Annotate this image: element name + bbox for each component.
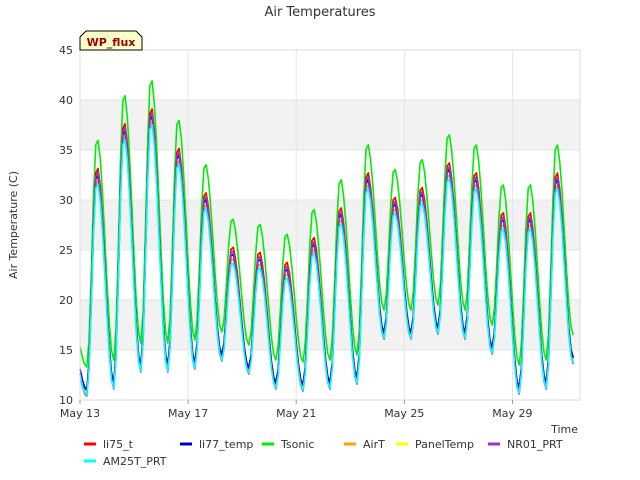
series-lines <box>79 80 574 397</box>
y-ticks: 10 15 20 25 30 35 40 45 <box>59 44 73 407</box>
x-axis-label: Time <box>550 423 578 436</box>
plot-frame <box>79 49 581 401</box>
legend-label-airt: AirT <box>363 438 385 451</box>
station-badge: WP_flux <box>79 30 143 51</box>
y-tick-label: 45 <box>59 44 73 57</box>
x-tick-label: May 29 <box>492 407 532 420</box>
y-axis-label: Air Temperature (C) <box>7 171 20 279</box>
grid-band <box>80 300 580 350</box>
x-tick-label: May 25 <box>384 407 424 420</box>
grid-band <box>80 100 580 150</box>
series-line-tsonic <box>79 80 574 368</box>
y-tick-label: 15 <box>59 344 73 357</box>
badge-shape <box>79 30 143 51</box>
y-tick-label: 35 <box>59 144 73 157</box>
y-tick-label: 10 <box>59 394 73 407</box>
y-tick-label: 25 <box>59 244 73 257</box>
legend-label-nr01-prt: NR01_PRT <box>507 438 563 451</box>
legend-label-li75-t: li75_t <box>103 438 134 451</box>
x-tick-label: May 17 <box>168 407 208 420</box>
legend-label-paneltemp: PanelTemp <box>415 438 474 451</box>
grid-band <box>80 200 580 250</box>
chart-title: Air Temperatures <box>264 5 375 20</box>
legend-label-am25t-prt: AM25T_PRT <box>103 455 167 468</box>
y-tick-label: 40 <box>59 94 73 107</box>
legend-label-tsonic: Tsonic <box>280 438 314 451</box>
x-tick-label: May 21 <box>276 407 316 420</box>
legend: li75_t li77_temp Tsonic AirT PanelTemp NR01_P… <box>84 438 563 468</box>
y-tick-label: 20 <box>59 294 73 307</box>
badge-label: WP_flux <box>87 36 136 49</box>
x-tick-label: May 13 <box>60 407 100 420</box>
y-tick-label: 30 <box>59 194 73 207</box>
legend-label-li77-temp: li77_temp <box>199 438 253 451</box>
series-line-am25t-prt <box>79 123 574 396</box>
x-ticks: May 13 May 17 May 21 May 25 May 29 <box>60 400 533 420</box>
